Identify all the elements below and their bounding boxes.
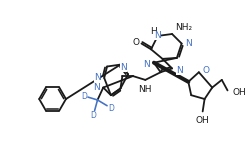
Text: OH: OH (232, 88, 246, 97)
Text: D: D (81, 92, 87, 101)
Text: O: O (132, 38, 139, 47)
Text: N: N (176, 66, 183, 75)
Text: N: N (94, 73, 100, 82)
Text: N: N (154, 31, 161, 40)
Text: N: N (143, 60, 150, 69)
Text: D: D (108, 104, 114, 113)
Text: NH: NH (138, 85, 152, 94)
Text: D: D (90, 111, 96, 120)
Text: N: N (185, 39, 192, 48)
Text: NH₂: NH₂ (175, 23, 192, 32)
Text: N: N (120, 63, 127, 72)
Text: O: O (203, 66, 210, 75)
Text: N: N (93, 83, 99, 92)
Text: OH: OH (196, 116, 210, 125)
Text: H: H (151, 27, 157, 36)
